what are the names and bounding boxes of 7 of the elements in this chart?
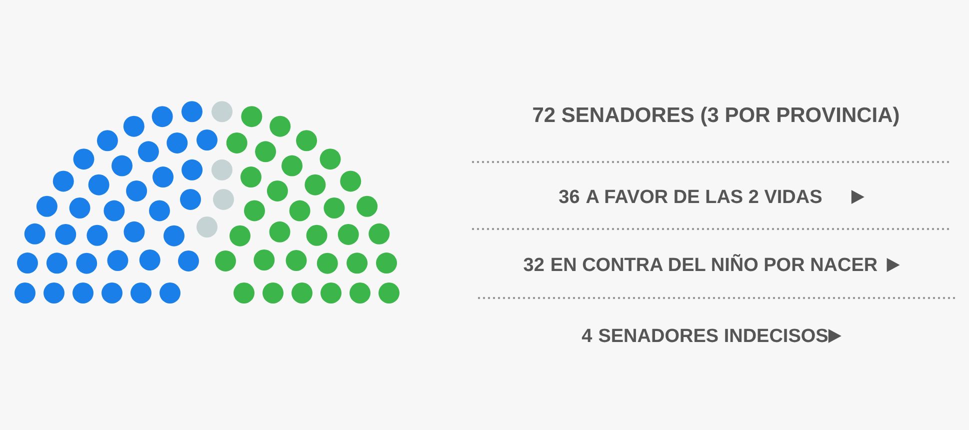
data-label: 32: [523, 255, 544, 276]
data-label: 36: [558, 187, 580, 208]
text: 72 SENADORES (3 POR PROVINCIA): [532, 104, 900, 127]
data-label: 4: [582, 326, 593, 347]
category-label: SENADORES INDECISOS: [598, 326, 828, 347]
category-label: EN CONTRA DEL NIÑO POR NACER: [550, 254, 878, 276]
category-label: A FAVOR DE LAS 2 VIDAS: [586, 187, 822, 208]
